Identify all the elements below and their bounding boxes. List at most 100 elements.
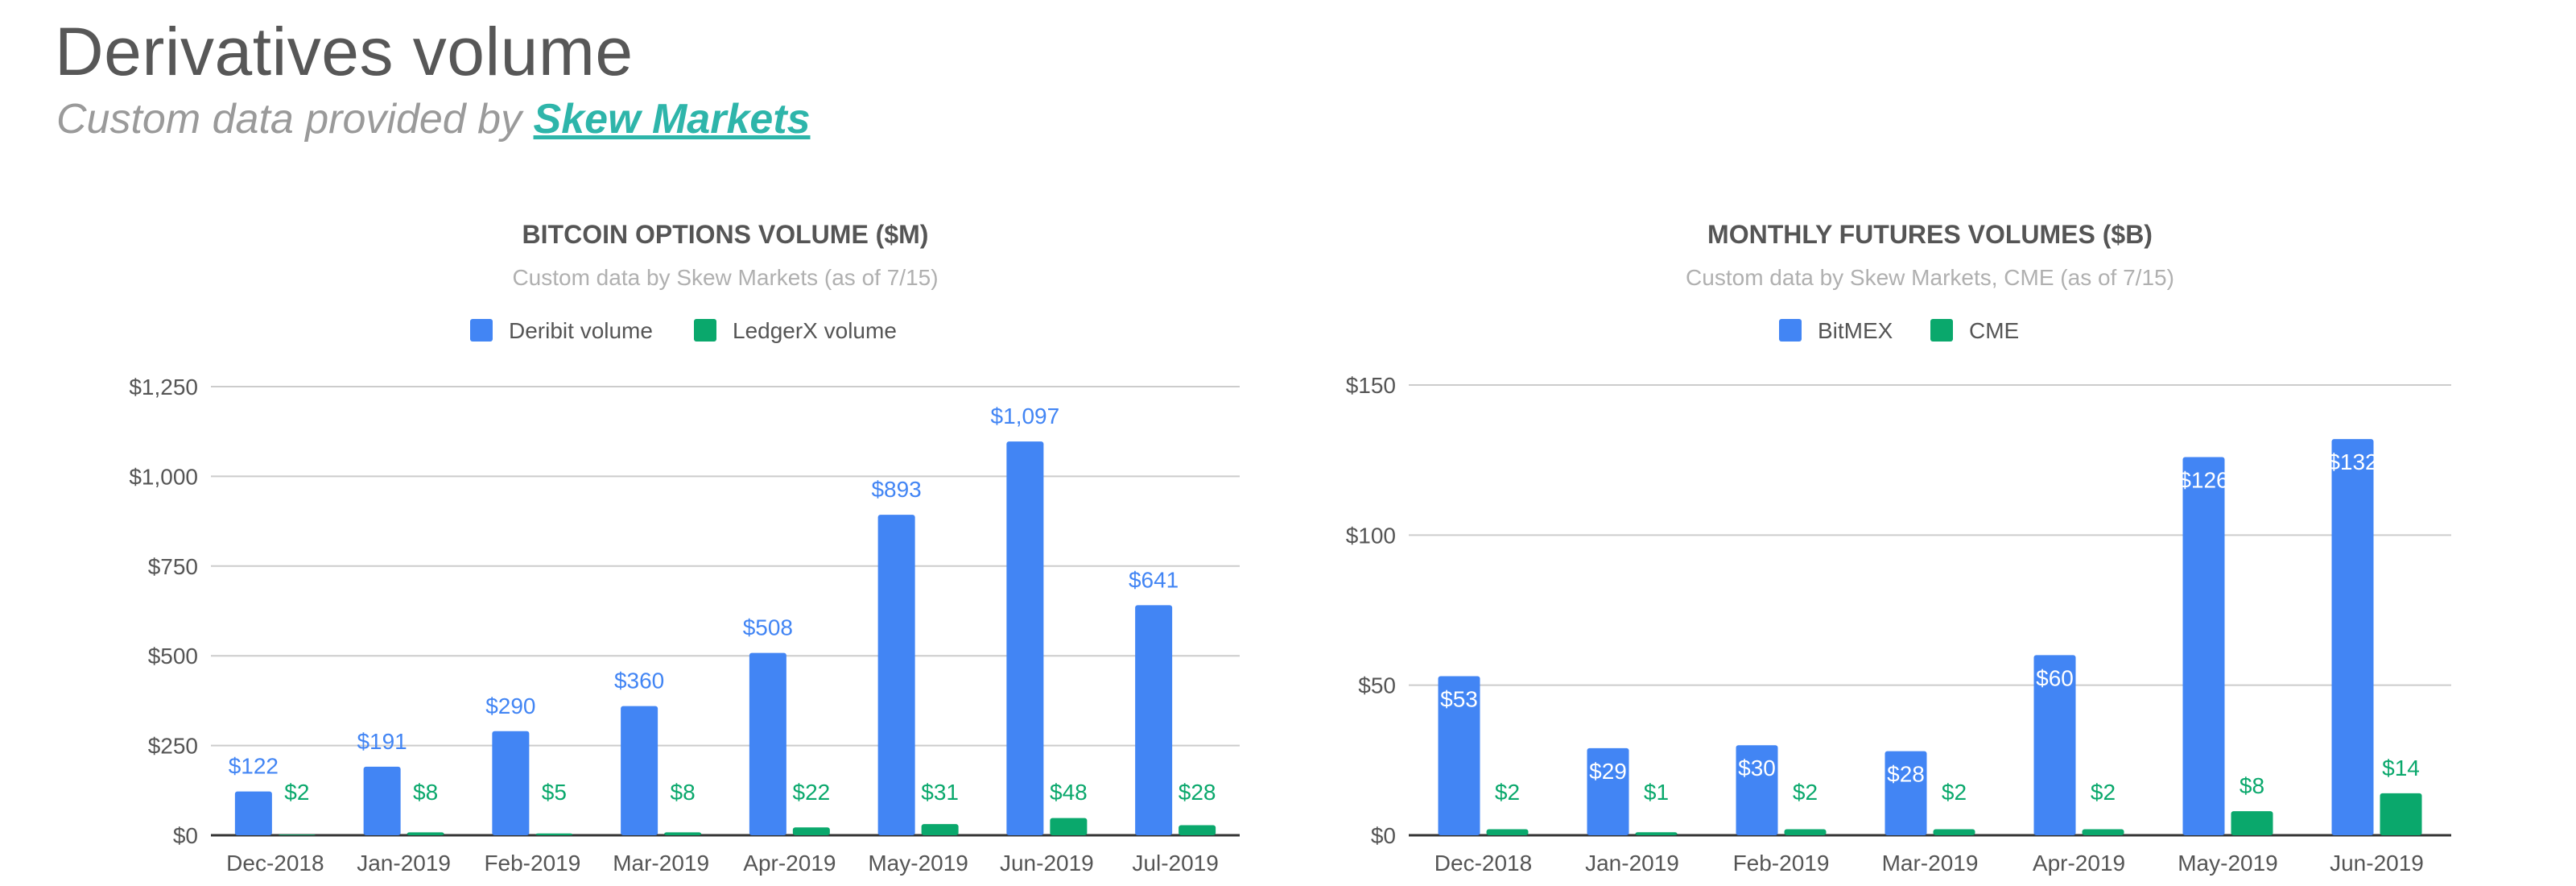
legend-label: LedgerX volume (733, 318, 897, 343)
bar (1179, 825, 1216, 835)
futures-volume-chart: MONTHLY FUTURES VOLUMES ($B) Custom data … (1346, 220, 2451, 876)
y-tick-label: $1,000 (129, 464, 198, 489)
bar (1486, 829, 1529, 835)
bar (234, 791, 272, 835)
x-tick-label: Feb-2019 (1733, 851, 1830, 876)
data-label: $122 (229, 754, 279, 779)
data-label: $53 (1440, 686, 1478, 711)
x-tick-label: Jun-2019 (2330, 851, 2424, 876)
data-label: $1,097 (991, 404, 1060, 429)
y-tick-label: $150 (1346, 373, 1396, 398)
data-label: $2 (2091, 780, 2116, 805)
data-label: $48 (1050, 780, 1088, 805)
data-label: $360 (614, 669, 664, 693)
data-label: $31 (921, 780, 959, 805)
x-tick-label: Jan-2019 (1585, 851, 1679, 876)
bar (2182, 457, 2225, 835)
data-label: $2 (1942, 780, 1967, 805)
bar (1050, 818, 1088, 835)
x-tick-label: May-2019 (868, 851, 968, 876)
bar (2082, 829, 2124, 835)
data-label: $28 (1179, 780, 1216, 805)
y-tick-label: $100 (1346, 523, 1396, 548)
options-volume-chart: BITCOIN OPTIONS VOLUME ($M) Custom data b… (129, 220, 1240, 876)
sponsor-link[interactable]: Skew Markets (533, 96, 811, 143)
x-tick-label: Jan-2019 (357, 851, 451, 876)
bar (1885, 751, 1927, 835)
data-label: $2 (1793, 780, 1818, 805)
data-label: $641 (1129, 567, 1179, 592)
y-tick-label: $0 (1371, 823, 1396, 848)
chart-subtitle: Custom data by Skew Markets (as of 7/15) (512, 265, 938, 290)
data-label: $132 (2327, 449, 2377, 474)
page-title: Derivatives volume (55, 14, 634, 89)
y-tick-label: $0 (173, 823, 198, 848)
legend-label: BitMEX (1818, 318, 1893, 343)
bar (1135, 605, 1173, 835)
data-label: $508 (743, 615, 793, 640)
bar (1587, 747, 1629, 835)
x-tick-label: Feb-2019 (484, 851, 580, 876)
data-label: $191 (357, 729, 407, 754)
x-tick-label: Apr-2019 (743, 851, 836, 876)
data-label: $893 (871, 477, 921, 502)
data-label: $22 (793, 780, 831, 805)
data-label: $1 (1644, 780, 1669, 805)
bar (1006, 441, 1044, 835)
data-label: $2 (1495, 780, 1520, 805)
chart-subtitle: Custom data by Skew Markets, CME (as of … (1686, 265, 2174, 290)
bar (407, 832, 444, 835)
x-tick-label: Apr-2019 (2033, 851, 2125, 876)
legend-label: CME (1969, 318, 2019, 343)
data-label: $28 (1887, 762, 1925, 787)
bar (792, 827, 830, 835)
bar (1438, 676, 1480, 835)
bar (492, 731, 530, 835)
data-label: $290 (485, 693, 535, 718)
data-label: $60 (2036, 665, 2074, 690)
bar (664, 832, 702, 835)
x-tick-label: May-2019 (2178, 851, 2278, 876)
y-tick-label: $750 (148, 554, 198, 579)
y-tick-label: $250 (148, 734, 198, 759)
x-tick-label: Mar-2019 (1882, 851, 1979, 876)
data-label: $2 (284, 780, 309, 805)
x-tick-label: Jun-2019 (1000, 851, 1094, 876)
data-label: $8 (2240, 773, 2264, 798)
bar (2033, 655, 2076, 835)
bar (1784, 829, 1827, 835)
data-label: $30 (1738, 756, 1776, 780)
data-label: $8 (671, 780, 696, 805)
bar (535, 833, 573, 835)
x-tick-label: Jul-2019 (1132, 851, 1218, 876)
bar (278, 834, 316, 835)
bar (2231, 811, 2273, 835)
bar (1933, 829, 1975, 835)
chart-title: BITCOIN OPTIONS VOLUME ($M) (522, 220, 929, 249)
y-tick-label: $50 (1358, 673, 1396, 698)
data-label: $5 (542, 780, 567, 805)
legend-swatch (1930, 319, 1953, 342)
page-subtitle: Custom data provided by Skew Markets (56, 95, 811, 143)
bar (363, 766, 401, 835)
data-label: $8 (413, 780, 438, 805)
legend-swatch (1779, 319, 1802, 342)
bar (1635, 832, 1678, 835)
bar (2331, 439, 2374, 835)
y-tick-label: $500 (148, 644, 198, 669)
bar (877, 515, 915, 835)
legend-label: Deribit volume (509, 318, 653, 343)
bar (749, 652, 786, 835)
data-label: $14 (2382, 756, 2420, 780)
data-label: $29 (1589, 759, 1627, 784)
legend-swatch (694, 319, 716, 342)
x-tick-label: Dec-2018 (1435, 851, 1532, 876)
legend-swatch (470, 319, 493, 342)
bar (921, 824, 959, 835)
bar (621, 706, 658, 835)
bar (1736, 745, 1778, 835)
x-tick-label: Dec-2018 (226, 851, 324, 876)
data-label: $126 (2178, 467, 2228, 492)
chart-title: MONTHLY FUTURES VOLUMES ($B) (1707, 220, 2153, 249)
subtitle-prefix: Custom data provided by (56, 96, 522, 143)
